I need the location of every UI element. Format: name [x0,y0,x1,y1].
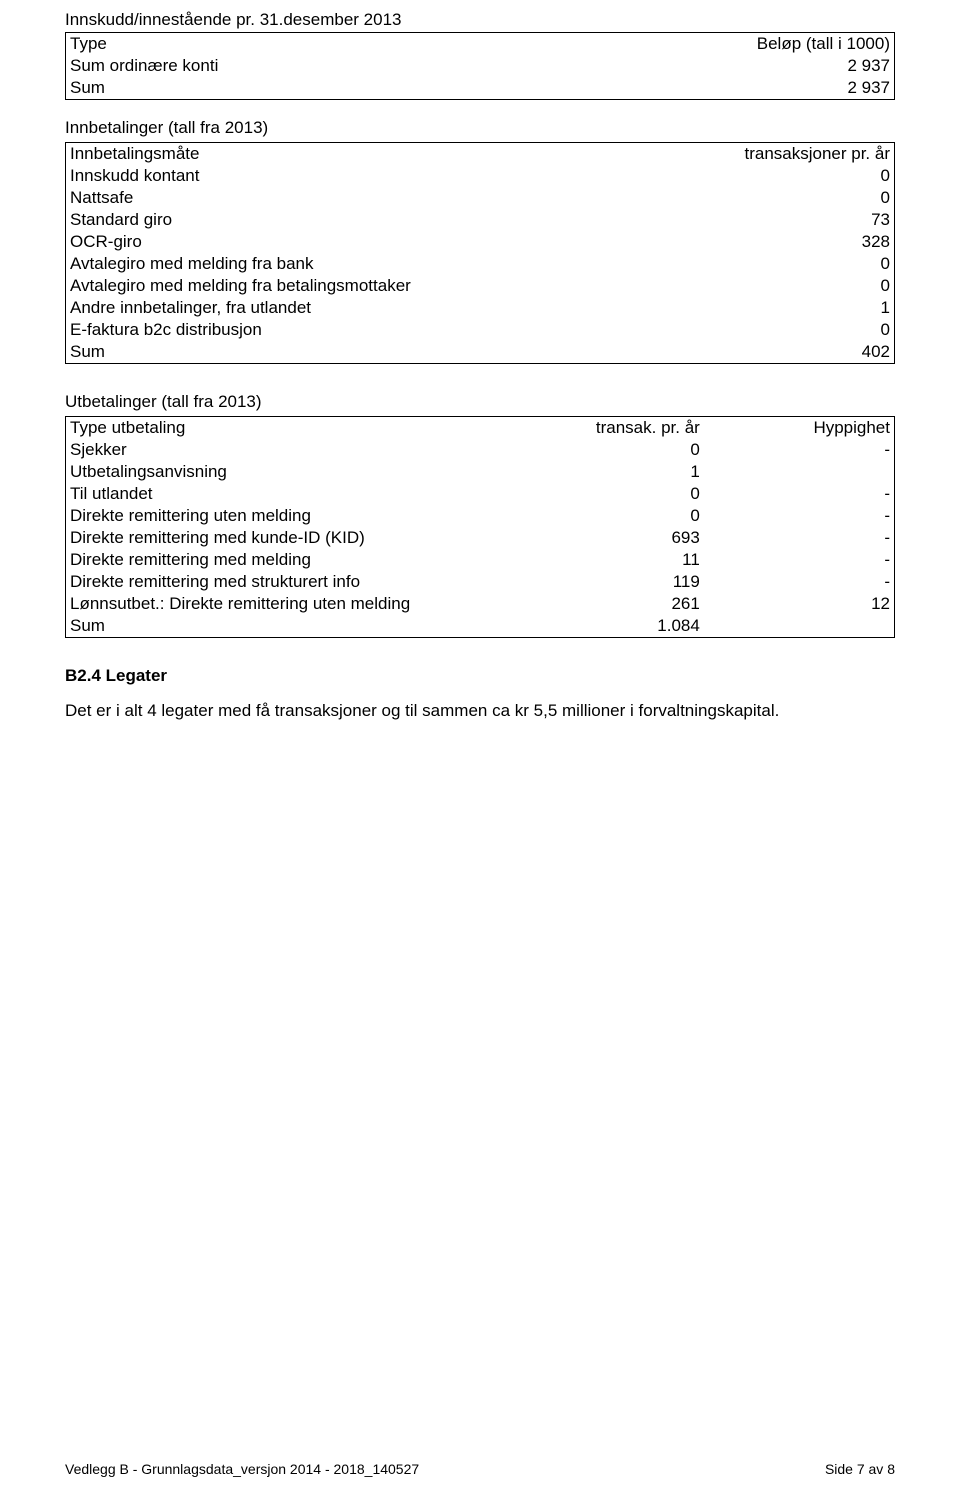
table-row: Direkte remittering uten melding0- [66,505,895,527]
sum-value: 402 [729,341,895,364]
footer-left: Vedlegg B - Grunnlagsdata_versjon 2014 -… [65,1461,419,1477]
table-row: Avtalegiro med melding fra bank0 [66,253,895,275]
cell-label: Avtalegiro med melding fra betalingsmott… [66,275,729,297]
cell-freq: 12 [704,593,895,615]
cell-label: Direkte remittering med melding [66,549,522,571]
cell-value: 2 937 [687,55,894,77]
table-row: Standard giro73 [66,209,895,231]
cell-label: Lønnsutbet.: Direkte remittering uten me… [66,593,522,615]
table1-header-row: Type Beløp (tall i 1000) [66,33,895,56]
cell-value: 11 [521,549,703,571]
table2: Innbetalingsmåte transaksjoner pr. år In… [65,142,895,364]
cell-label: Nattsafe [66,187,729,209]
table1-title: Innskudd/innestående pr. 31.desember 201… [65,10,895,30]
table2-sum-row: Sum 402 [66,341,895,364]
sum-label: Sum [66,341,729,364]
table3-title: Utbetalinger (tall fra 2013) [65,392,895,412]
cell-value: 0 [729,165,895,187]
table3-header-type: Type utbetaling [66,417,522,440]
table-row: Utbetalingsanvisning1 [66,461,895,483]
cell-value: 0 [521,505,703,527]
table-row: Lønnsutbet.: Direkte remittering uten me… [66,593,895,615]
cell-label: Direkte remittering med strukturert info [66,571,522,593]
footer: Vedlegg B - Grunnlagsdata_versjon 2014 -… [65,1461,895,1477]
table-row: Direkte remittering med strukturert info… [66,571,895,593]
cell-value: 119 [521,571,703,593]
section-heading: B2.4 Legater [65,666,895,686]
cell-value: 1 [729,297,895,319]
sum-value: 1.084 [521,615,703,638]
cell-freq [704,461,895,483]
table3: Type utbetaling transak. pr. år Hyppighe… [65,416,895,638]
cell-label: Andre innbetalinger, fra utlandet [66,297,729,319]
cell-label: Standard giro [66,209,729,231]
cell-value: 693 [521,527,703,549]
cell-value: 0 [729,187,895,209]
cell-value: 0 [729,319,895,341]
sum-label: Sum [66,615,522,638]
cell-freq: - [704,439,895,461]
cell-label: E-faktura b2c distribusjon [66,319,729,341]
table-row: Innskudd kontant0 [66,165,895,187]
table-row: Avtalegiro med melding fra betalingsmott… [66,275,895,297]
page: Innskudd/innestående pr. 31.desember 201… [0,0,960,1507]
footer-right: Side 7 av 8 [825,1461,895,1477]
table-row: Direkte remittering med kunde-ID (KID)69… [66,527,895,549]
table2-header-row: Innbetalingsmåte transaksjoner pr. år [66,143,895,166]
cell-label: Til utlandet [66,483,522,505]
table-row: Til utlandet0- [66,483,895,505]
cell-label: Avtalegiro med melding fra bank [66,253,729,275]
table-row: E-faktura b2c distribusjon0 [66,319,895,341]
table-row: Andre innbetalinger, fra utlandet1 [66,297,895,319]
cell-value: 73 [729,209,895,231]
section-text: Det er i alt 4 legater med få transaksjo… [65,700,895,723]
table2-header-transactions: transaksjoner pr. år [729,143,895,166]
cell-freq: - [704,483,895,505]
table3-header-row: Type utbetaling transak. pr. år Hyppighe… [66,417,895,440]
cell-freq: - [704,527,895,549]
table3-header-trans: transak. pr. år [521,417,703,440]
table-row: Sjekker0- [66,439,895,461]
cell-freq: - [704,549,895,571]
cell-value: 0 [521,483,703,505]
table1-header-type: Type [66,33,688,56]
cell-label: Direkte remittering med kunde-ID (KID) [66,527,522,549]
sum-label: Sum [66,77,688,100]
cell-value: 0 [729,275,895,297]
table2-header-method: Innbetalingsmåte [66,143,729,166]
cell-label: Sjekker [66,439,522,461]
table-row: Sum ordinære konti 2 937 [66,55,895,77]
cell-value: 328 [729,231,895,253]
cell-freq: - [704,505,895,527]
cell-value: 0 [729,253,895,275]
table-row: Direkte remittering med melding11- [66,549,895,571]
table1-header-amount: Beløp (tall i 1000) [687,33,894,56]
sum-value: 2 937 [687,77,894,100]
cell-label: Direkte remittering uten melding [66,505,522,527]
sum-freq [704,615,895,638]
table-row: OCR-giro328 [66,231,895,253]
cell-value: 261 [521,593,703,615]
cell-value: 0 [521,439,703,461]
table-row: Nattsafe0 [66,187,895,209]
cell-label: Innskudd kontant [66,165,729,187]
cell-label: Utbetalingsanvisning [66,461,522,483]
table3-sum-row: Sum 1.084 [66,615,895,638]
cell-label: Sum ordinære konti [66,55,688,77]
table3-header-freq: Hyppighet [704,417,895,440]
table2-title: Innbetalinger (tall fra 2013) [65,118,895,138]
cell-freq: - [704,571,895,593]
cell-label: OCR-giro [66,231,729,253]
table1: Type Beløp (tall i 1000) Sum ordinære ko… [65,32,895,100]
cell-value: 1 [521,461,703,483]
table1-sum-row: Sum 2 937 [66,77,895,100]
